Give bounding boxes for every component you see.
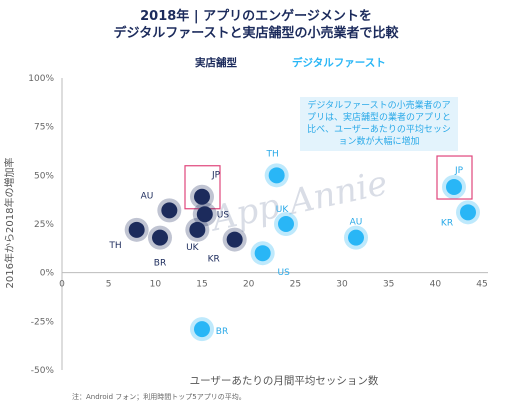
data-point-th: TH xyxy=(108,217,149,251)
footnote: 注：Android フォン；利用時間トップ5アプリの平均。 xyxy=(72,393,246,401)
data-point-us: US xyxy=(192,202,230,227)
point-marker xyxy=(194,188,210,205)
point-label: KR xyxy=(441,218,453,228)
point-label: JP xyxy=(211,171,221,181)
data-point-th: TH xyxy=(264,149,289,188)
legend-item-digital: デジタルファースト xyxy=(292,57,386,69)
point-marker xyxy=(460,204,476,221)
point-marker xyxy=(226,231,243,248)
x-tick-label: 25 xyxy=(290,280,301,290)
x-tick-label: 40 xyxy=(430,280,442,290)
point-label: US xyxy=(278,268,291,278)
point-marker xyxy=(194,321,210,338)
y-tick-label: 100% xyxy=(28,74,54,84)
y-tick-label: 75% xyxy=(34,123,54,133)
data-point-kr: KR xyxy=(208,227,247,265)
y-tick-label: -25% xyxy=(31,317,55,327)
point-marker xyxy=(152,229,168,246)
x-tick-label: 30 xyxy=(336,280,348,290)
data-point-au: AU xyxy=(141,191,182,223)
point-label: TH xyxy=(266,149,279,159)
data-point-us: US xyxy=(250,241,291,278)
point-marker xyxy=(348,229,364,246)
point-marker xyxy=(278,216,294,232)
x-tick-label: 45 xyxy=(476,280,487,290)
axes: 100% 75% 50% 25% 0% -25% -50% 0 5 10 15 20 25 30 35 40 4… xyxy=(28,74,488,376)
data-point-br: BR xyxy=(148,225,172,269)
y-tick-label: 0% xyxy=(40,269,55,279)
y-tick-label: -50% xyxy=(31,366,55,376)
x-axis-label: ユーザーあたりの月間平均セッション数 xyxy=(190,374,379,387)
y-tick-label: 50% xyxy=(34,171,54,181)
highlight-box xyxy=(436,155,473,200)
point-label: UK xyxy=(186,243,200,253)
point-marker xyxy=(189,221,206,238)
chart-title: 2018年 | アプリのエンゲージメントを デジタルファーストと実店舗型の小売業… xyxy=(0,8,512,42)
point-label: JP xyxy=(454,166,464,176)
x-tick-label: 35 xyxy=(383,280,394,290)
point-label: UK xyxy=(276,205,290,215)
data-point-jp: JP xyxy=(436,155,473,200)
x-tick-label: 10 xyxy=(150,280,162,290)
title-line-1: 2018年 | アプリのエンゲージメントを xyxy=(140,9,372,24)
point-marker xyxy=(254,245,271,262)
point-label: AU xyxy=(350,218,363,228)
point-label: AU xyxy=(141,191,154,201)
point-marker xyxy=(128,221,145,238)
x-tick-label: 0 xyxy=(59,280,65,290)
point-label: BR xyxy=(216,327,228,337)
point-label: TH xyxy=(108,241,121,251)
x-tick-label: 20 xyxy=(243,280,255,290)
data-point-uk: UK xyxy=(185,217,210,253)
data-points: JP US AU TH BR UK KR TH UK US AU JP KR BR xyxy=(108,149,480,342)
x-tick-label: 5 xyxy=(106,280,112,290)
data-point-kr: KR xyxy=(441,200,480,228)
title-line-2: デジタルファーストと実店舗型の小売業者で比較 xyxy=(113,26,399,41)
point-marker xyxy=(196,206,213,223)
data-point-au: AU xyxy=(344,218,368,250)
point-label: KR xyxy=(208,255,220,265)
point-marker xyxy=(268,167,285,184)
x-tick-label: 15 xyxy=(196,280,207,290)
point-marker xyxy=(446,179,462,196)
point-marker xyxy=(161,202,178,219)
point-label: BR xyxy=(154,259,166,269)
point-label: US xyxy=(217,210,230,220)
y-axis-label: 2016年から2018年の増加率 xyxy=(3,158,16,289)
data-point-br: BR xyxy=(190,317,228,342)
data-point-uk: UK xyxy=(274,205,298,236)
y-tick-label: 25% xyxy=(34,220,54,230)
legend: 実店舗型 デジタルファースト xyxy=(0,55,512,71)
legend-item-brick: 実店舗型 xyxy=(195,57,237,69)
callout-box: デジタルファーストの小売業者のアプリは、実店舗型の業者のアプリと比べ、ユーザーあ… xyxy=(300,97,458,151)
